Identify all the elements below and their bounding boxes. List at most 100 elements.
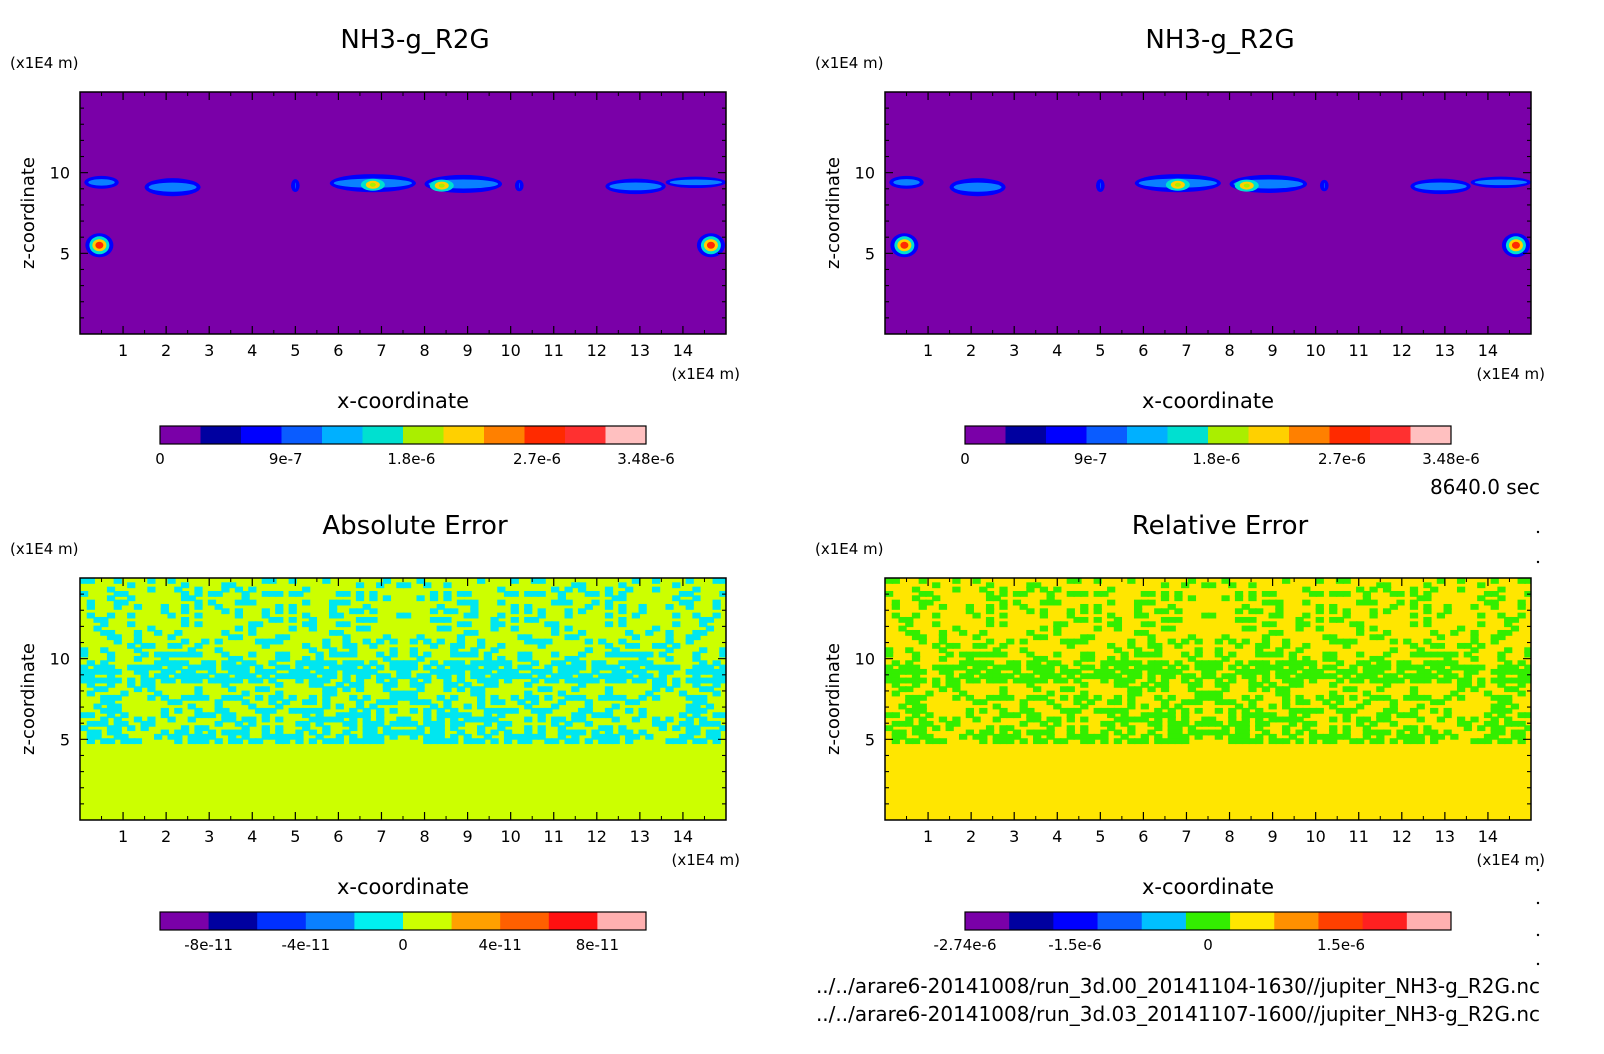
error-cell bbox=[86, 738, 95, 745]
error-cell bbox=[1376, 712, 1385, 719]
error-cell bbox=[611, 668, 620, 675]
colorbar-label: -1.5e-6 bbox=[1048, 936, 1101, 954]
error-cell bbox=[1342, 668, 1351, 675]
error-cell bbox=[1497, 677, 1506, 684]
error-cell bbox=[409, 677, 418, 684]
error-cell bbox=[1382, 681, 1392, 688]
error-cell bbox=[905, 668, 914, 675]
error-cell bbox=[524, 681, 533, 688]
error-cell bbox=[965, 707, 974, 714]
error-cell bbox=[1275, 603, 1284, 610]
error-cell bbox=[140, 673, 149, 680]
error-cell bbox=[254, 694, 264, 701]
error-cell bbox=[1059, 664, 1069, 671]
error-cell bbox=[1093, 707, 1102, 714]
error-cell bbox=[248, 703, 257, 710]
error-cell bbox=[1046, 690, 1055, 697]
error-cell bbox=[1504, 664, 1513, 671]
error-cell bbox=[685, 677, 694, 684]
error-cell bbox=[1167, 738, 1176, 745]
error-cell bbox=[1066, 707, 1075, 714]
error-cell bbox=[557, 729, 566, 736]
error-cell bbox=[1066, 638, 1075, 645]
error-cell bbox=[349, 664, 358, 671]
error-cell bbox=[1335, 707, 1345, 714]
error-cell bbox=[1046, 673, 1055, 680]
error-cell bbox=[1026, 629, 1035, 636]
error-cell bbox=[1409, 712, 1419, 719]
error-cell bbox=[577, 629, 587, 636]
error-cell bbox=[1470, 634, 1479, 641]
error-cell bbox=[490, 681, 499, 688]
error-cell bbox=[1201, 668, 1210, 675]
error-cell bbox=[194, 603, 203, 610]
error-cell bbox=[1187, 699, 1197, 706]
error-cell bbox=[1066, 578, 1075, 584]
error-cell bbox=[992, 738, 1001, 745]
error-cell bbox=[1026, 677, 1035, 684]
colorbar-label: 1.5e-6 bbox=[1317, 936, 1365, 954]
error-cell bbox=[1342, 673, 1351, 680]
error-cell bbox=[416, 634, 425, 641]
error-cell bbox=[436, 712, 445, 719]
error-cell bbox=[1066, 668, 1075, 675]
error-cell bbox=[911, 655, 921, 662]
error-cell bbox=[918, 590, 927, 597]
error-cell bbox=[362, 738, 371, 745]
error-cell bbox=[692, 694, 701, 701]
error-cell bbox=[396, 729, 405, 736]
error-cell bbox=[945, 725, 954, 732]
error-cell bbox=[905, 621, 914, 628]
error-cell bbox=[911, 707, 921, 714]
error-cell bbox=[911, 699, 921, 706]
error-cell bbox=[362, 625, 371, 632]
error-cell bbox=[1147, 677, 1156, 684]
error-cell bbox=[268, 616, 277, 623]
error-cell bbox=[557, 725, 566, 732]
error-cell bbox=[999, 677, 1008, 684]
y-tick-label: 5 bbox=[60, 244, 70, 263]
error-cell bbox=[1113, 621, 1123, 628]
error-cell bbox=[685, 590, 694, 597]
error-cell bbox=[885, 651, 894, 658]
error-cell bbox=[972, 612, 981, 619]
error-cell bbox=[719, 673, 726, 680]
error-cell bbox=[544, 707, 553, 714]
error-cell bbox=[456, 599, 466, 606]
error-cell bbox=[537, 733, 546, 740]
error-cell bbox=[1086, 655, 1096, 662]
error-cell bbox=[1113, 664, 1123, 671]
error-cell bbox=[885, 712, 894, 719]
error-cell bbox=[1369, 608, 1378, 615]
error-cell bbox=[93, 616, 102, 623]
error-cell bbox=[221, 694, 230, 701]
error-cell bbox=[201, 712, 210, 719]
error-cell bbox=[187, 595, 196, 602]
error-cell bbox=[911, 629, 921, 636]
error-cell bbox=[1160, 677, 1170, 684]
error-cell bbox=[1107, 642, 1116, 649]
error-cell bbox=[483, 712, 492, 719]
error-cell bbox=[905, 660, 914, 667]
error-cell bbox=[1268, 664, 1277, 671]
error-cell bbox=[1490, 578, 1499, 584]
error-cell bbox=[1167, 729, 1176, 736]
error-cell bbox=[1154, 716, 1163, 723]
error-cell bbox=[1248, 699, 1257, 706]
error-cell bbox=[140, 677, 149, 684]
error-cell bbox=[1450, 651, 1459, 658]
error-cell bbox=[719, 578, 726, 584]
error-cell bbox=[638, 712, 647, 719]
error-cell bbox=[1490, 703, 1499, 710]
error-cell bbox=[1409, 621, 1419, 628]
error-cell bbox=[1100, 738, 1109, 745]
error-cell bbox=[147, 664, 156, 671]
error-cell bbox=[898, 720, 907, 727]
error-cell bbox=[194, 590, 203, 597]
x-tick-label: 3 bbox=[1009, 341, 1019, 360]
error-cell bbox=[712, 738, 721, 745]
error-cell bbox=[1504, 668, 1513, 675]
error-cell bbox=[477, 686, 486, 693]
error-cell bbox=[1160, 608, 1170, 615]
error-cell bbox=[645, 660, 654, 667]
